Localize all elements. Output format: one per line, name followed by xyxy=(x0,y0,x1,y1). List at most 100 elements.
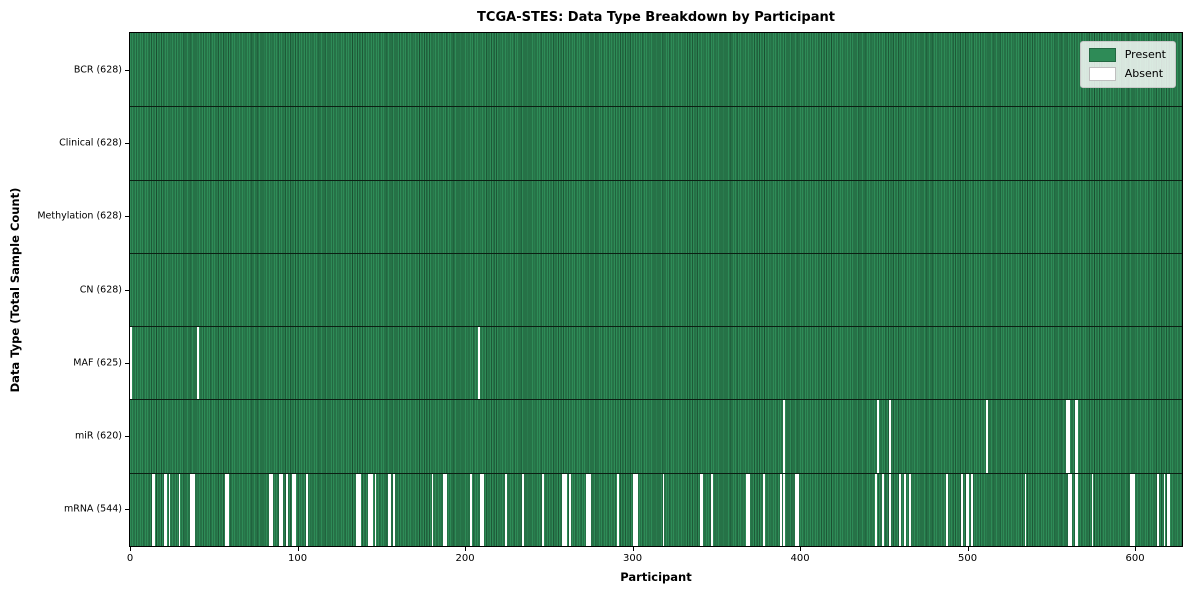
legend-absent-swatch xyxy=(1088,67,1116,81)
absent-stripe-mRNA xyxy=(748,472,750,546)
absent-stripe-mRNA xyxy=(163,472,166,546)
absent-stripe-mRNA xyxy=(908,472,911,546)
absent-stripe-mRNA xyxy=(795,472,797,546)
absent-stripe-mRNA xyxy=(699,472,702,546)
y-tick-mark xyxy=(125,290,129,291)
absent-stripe-mRNA xyxy=(279,472,281,546)
absent-stripe-mRNA xyxy=(374,472,377,546)
y-tick-label: Methylation (628) xyxy=(37,210,122,222)
x-tick-mark xyxy=(967,547,969,551)
absent-stripe-mRNA xyxy=(585,472,588,546)
row-separator xyxy=(130,179,1182,181)
absent-stripe-mRNA xyxy=(746,472,749,546)
absent-stripe-mRNA xyxy=(227,472,229,546)
absent-stripe-mRNA xyxy=(542,472,544,546)
absent-stripe-mRNA xyxy=(1091,472,1094,546)
absent-stripe-mRNA xyxy=(431,472,434,546)
absent-stripe-miR xyxy=(877,399,879,473)
absent-stripe-mRNA xyxy=(521,472,524,546)
legend-item-absent: Absent xyxy=(1088,67,1166,81)
absent-stripe-mRNA xyxy=(443,472,446,546)
absent-stripe-mRNA xyxy=(356,472,358,546)
x-tick-label: 100 xyxy=(287,553,308,564)
absent-stripe-mRNA xyxy=(1163,472,1166,546)
x-tick-mark xyxy=(130,547,131,551)
absent-stripe-mRNA xyxy=(632,472,635,546)
absent-stripe-mRNA xyxy=(359,472,362,546)
x-tick-mark xyxy=(465,547,467,551)
absent-stripe-mRNA xyxy=(763,472,765,546)
absent-stripe-MAF xyxy=(130,326,132,400)
absent-stripe-MAF xyxy=(197,326,199,400)
x-tick-label: 400 xyxy=(790,553,810,564)
absent-stripe-mRNA xyxy=(1068,472,1070,546)
absent-stripe-mRNA xyxy=(1166,472,1169,546)
x-tick-label: 200 xyxy=(455,553,475,564)
absent-stripe-mRNA xyxy=(617,472,620,546)
y-tick-mark xyxy=(125,143,129,144)
absent-stripe-mRNA xyxy=(783,472,786,546)
absent-stripe-mRNA xyxy=(563,472,566,546)
absent-stripe-mRNA xyxy=(153,472,156,546)
absent-stripe-mRNA xyxy=(888,472,891,546)
x-tick-mark xyxy=(800,547,802,551)
absent-stripe-mRNA xyxy=(481,472,484,546)
absent-stripe-mRNA xyxy=(1069,472,1072,546)
absent-stripe-mRNA xyxy=(389,472,392,546)
absent-stripe-mRNA xyxy=(168,472,171,546)
row-separator xyxy=(130,472,1182,474)
absent-stripe-mRNA xyxy=(635,472,638,546)
absent-stripe-mRNA xyxy=(960,472,963,546)
absent-stripe-mRNA xyxy=(190,472,193,546)
x-tick-label: 600 xyxy=(1125,553,1145,564)
y-tick-mark xyxy=(125,509,129,510)
y-tick-mark xyxy=(125,436,129,437)
absent-stripe-mRNA xyxy=(568,472,571,546)
absent-stripe-mRNA xyxy=(967,472,970,546)
y-tick-label: mRNA (544) xyxy=(63,503,122,515)
absent-stripe-mRNA xyxy=(875,472,878,546)
absent-stripe-mRNA xyxy=(970,472,973,546)
absent-stripe-miR xyxy=(1074,399,1077,473)
x-axis-label: Participant xyxy=(620,570,692,584)
absent-stripe-mRNA xyxy=(634,472,637,546)
absent-stripe-mRNA xyxy=(565,472,568,546)
row-separator xyxy=(130,106,1182,108)
y-tick-label: miR (620) xyxy=(74,430,122,442)
absent-stripe-miR xyxy=(783,399,786,473)
absent-stripe-mRNA xyxy=(1168,472,1171,546)
absent-stripe-mRNA xyxy=(191,472,194,546)
absent-stripe-mRNA xyxy=(178,472,181,546)
absent-stripe-mRNA xyxy=(393,472,395,546)
absent-stripe-mRNA xyxy=(1076,472,1079,546)
absent-stripe-mRNA xyxy=(280,472,283,546)
absent-stripe-mRNA xyxy=(965,472,968,546)
absent-stripe-mRNA xyxy=(269,472,271,546)
absent-stripe-mRNA xyxy=(903,472,906,546)
absent-stripe-mRNA xyxy=(151,472,154,546)
legend-present-swatch xyxy=(1088,48,1116,62)
plot-area: Present Absent xyxy=(129,32,1183,547)
absent-stripe-mRNA xyxy=(294,472,296,546)
y-tick-label: MAF (625) xyxy=(73,357,122,369)
absent-stripe-mRNA xyxy=(779,472,782,546)
row-separator xyxy=(130,252,1182,254)
absent-stripe-miR xyxy=(1076,399,1079,473)
x-tick-label: 0 xyxy=(126,553,134,564)
absent-stripe-mRNA xyxy=(444,472,447,546)
y-tick-label: BCR (628) xyxy=(73,64,122,76)
legend: Present Absent xyxy=(1079,41,1176,88)
absent-stripe-mRNA xyxy=(1024,472,1027,546)
x-tick-mark xyxy=(632,547,634,551)
absent-stripe-mRNA xyxy=(480,472,482,546)
y-tick-mark xyxy=(125,363,129,364)
x-tick-label: 500 xyxy=(958,553,978,564)
y-tick-mark xyxy=(125,216,129,217)
absent-stripe-mRNA xyxy=(1156,472,1159,546)
absent-stripe-mRNA xyxy=(1130,472,1132,546)
absent-stripe-mRNA xyxy=(1074,472,1077,546)
absent-stripe-mRNA xyxy=(587,472,590,546)
absent-stripe-mRNA xyxy=(588,472,591,546)
absent-stripe-mRNA xyxy=(225,472,228,546)
